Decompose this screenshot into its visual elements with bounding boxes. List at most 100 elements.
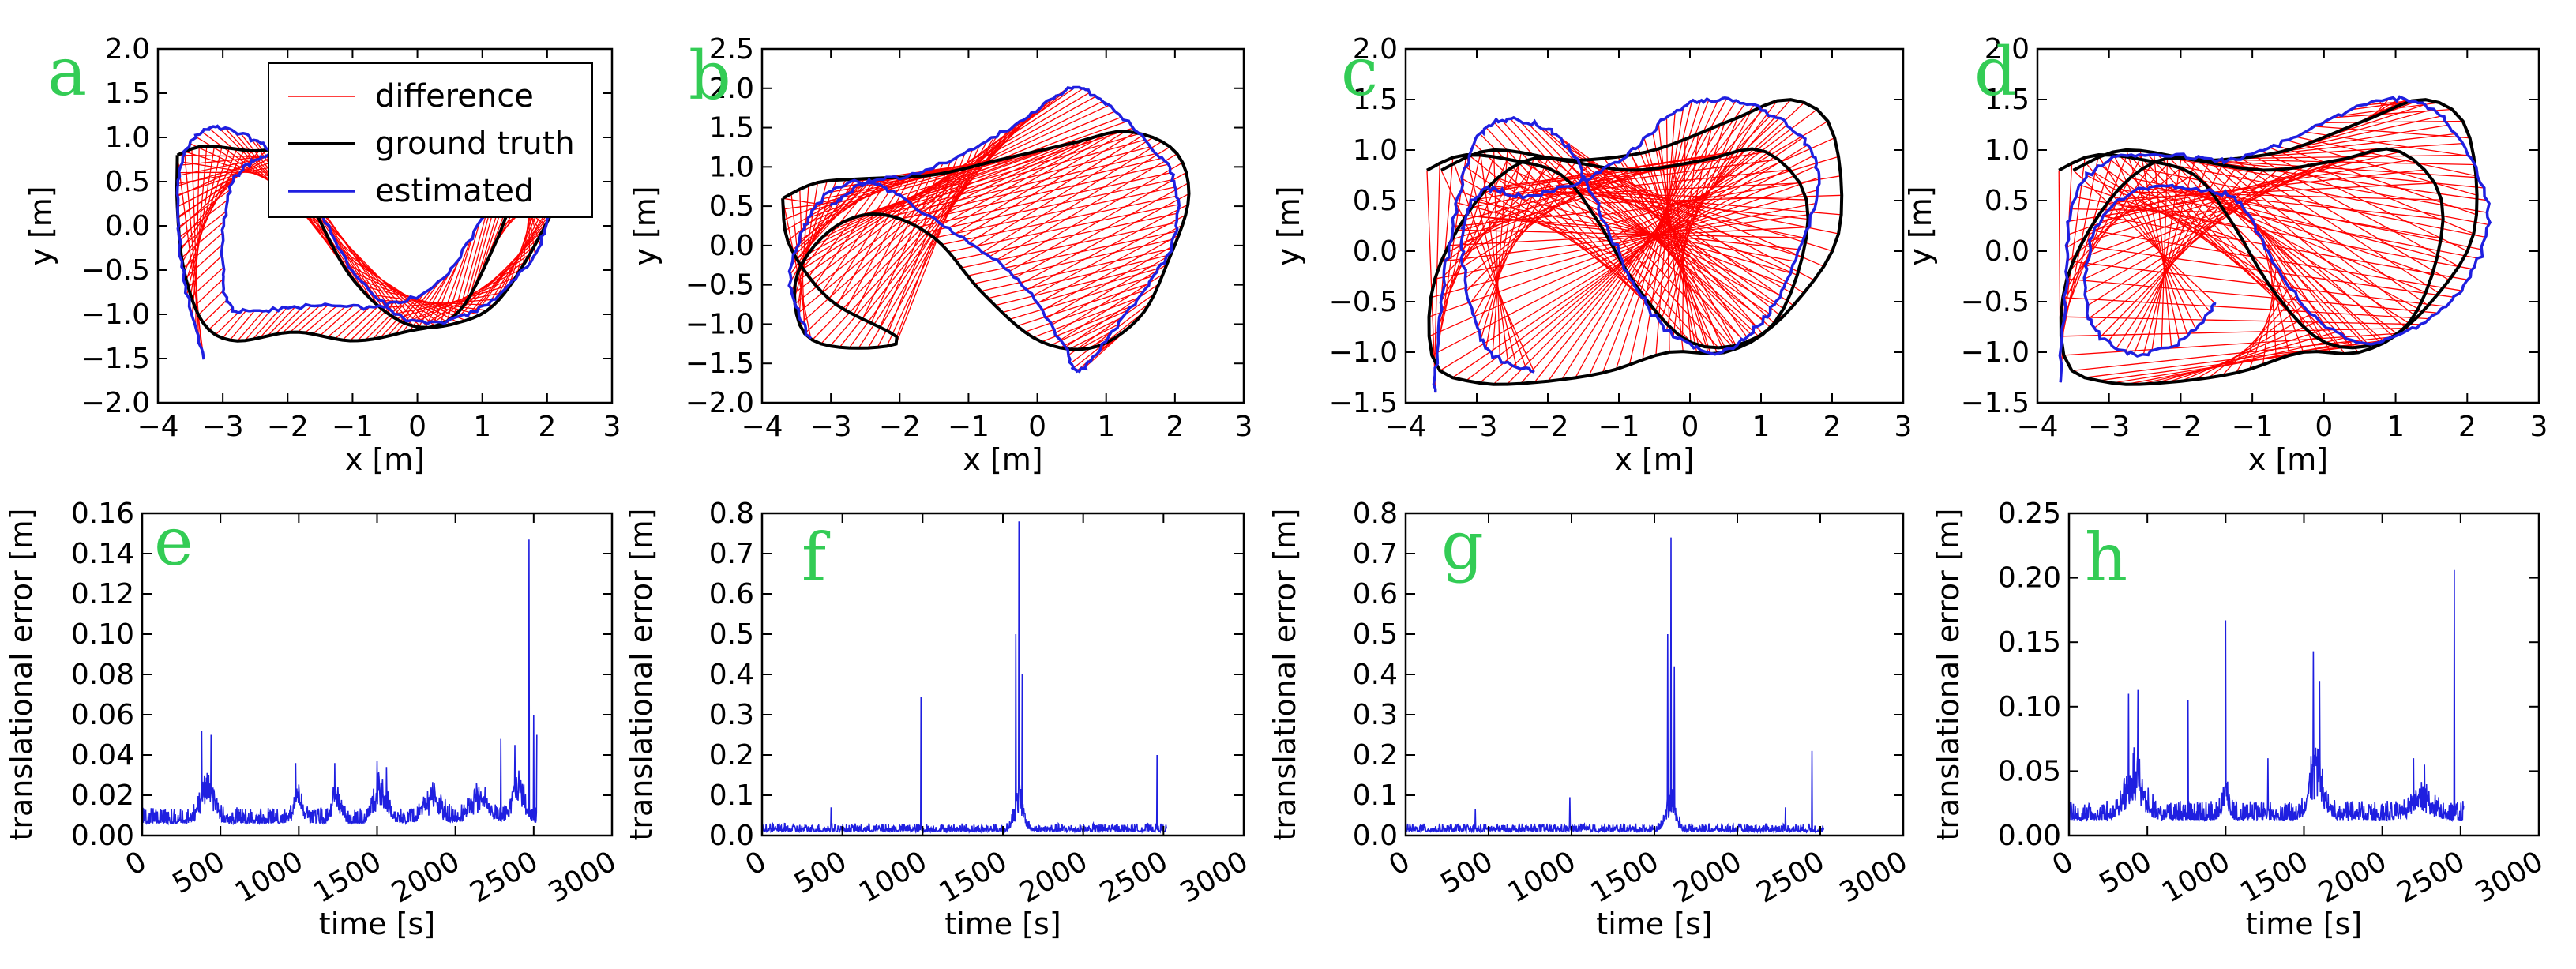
difference-line <box>2259 234 2304 353</box>
y-tick-label: 0.10 <box>1998 691 2061 723</box>
difference-line <box>2210 160 2478 178</box>
difference-line <box>2214 160 2418 318</box>
difference-line <box>1606 156 1839 226</box>
panel-letter: g <box>1441 507 1484 584</box>
panel-letter: h <box>2085 519 2127 596</box>
difference-line <box>289 305 321 333</box>
y-tick-label: −1.0 <box>1329 336 1398 369</box>
difference-line <box>1032 297 1140 338</box>
difference-line <box>2161 185 2438 258</box>
difference-line <box>1453 163 1526 369</box>
y-tick-label: 0.6 <box>1353 578 1398 610</box>
difference-line <box>2142 160 2196 355</box>
x-tick-label: −2 <box>2160 411 2202 443</box>
error-line <box>1406 537 1824 835</box>
difference-line <box>881 146 1151 216</box>
y-tick-label: 2.0 <box>709 73 754 105</box>
difference-line <box>229 310 256 341</box>
x-tick-label: −3 <box>2088 411 2130 443</box>
difference-line <box>828 177 907 299</box>
difference-line <box>1426 170 1436 393</box>
difference-line <box>955 212 1177 261</box>
panel-a: −4 −3 −2 −1 0 1 2 3 −2.0 −1.5 −1.0 −0.5 0.0 0.5 1.0 1.5… <box>24 33 621 477</box>
difference-line <box>2151 157 2182 351</box>
difference-line <box>336 246 444 327</box>
y-tick-label: 0.08 <box>71 659 134 691</box>
x-tick-label: 0 <box>1028 411 1046 443</box>
y-tick-label: 0.0 <box>1353 820 1398 852</box>
x-tick-label: −2 <box>267 411 309 443</box>
x-tick-label: 2 <box>538 411 556 443</box>
difference-line <box>190 267 224 298</box>
difference-line <box>791 185 862 251</box>
y-tick-label: 0.5 <box>1353 618 1398 651</box>
difference-line <box>2189 189 2419 310</box>
x-tick-label: 1 <box>1752 411 1771 443</box>
x-tick-label: 2000 <box>386 845 465 909</box>
difference-line <box>2133 162 2210 355</box>
x-axis-label: time [s] <box>2246 907 2362 941</box>
difference-line <box>2073 261 2446 307</box>
difference-line <box>848 130 1008 348</box>
difference-line <box>1492 150 1508 357</box>
difference-line <box>1016 283 1150 327</box>
difference-line <box>215 312 239 336</box>
difference-line <box>1595 172 1784 310</box>
difference-line <box>177 175 240 208</box>
difference-line <box>1008 171 1187 272</box>
difference-line <box>1473 160 1563 317</box>
y-axis-label: y [m] <box>1903 186 1938 265</box>
difference-line <box>244 309 272 341</box>
x-tick-label: −1 <box>948 411 989 443</box>
difference-line <box>1642 107 1684 360</box>
difference-line <box>1479 133 1668 325</box>
difference-line <box>2086 163 2211 313</box>
y-tick-label: 0.14 <box>71 538 134 570</box>
difference-line <box>1002 162 1183 267</box>
difference-line <box>1059 316 1123 348</box>
difference-line <box>459 228 544 317</box>
x-tick-label: 1500 <box>934 845 1013 909</box>
difference-line <box>2139 337 2345 385</box>
difference-line <box>987 254 1168 299</box>
y-tick-label: 0.0 <box>709 230 754 262</box>
difference-line <box>1037 224 1183 304</box>
difference-line <box>2186 157 2381 344</box>
difference-line <box>2332 108 2453 118</box>
difference-line <box>799 177 894 242</box>
panel-letter: f <box>802 519 831 596</box>
difference-line <box>2125 340 2355 385</box>
difference-line <box>1440 159 1508 315</box>
difference-line <box>177 156 263 167</box>
y-tick-label: 1.0 <box>105 122 150 154</box>
x-tick-label: 3000 <box>1834 845 1913 909</box>
y-tick-label: −1.5 <box>685 347 754 380</box>
plot-area <box>1406 537 1824 835</box>
difference-line <box>997 153 1177 261</box>
ground-truth-line <box>2058 98 2479 386</box>
x-tick-label: 0 <box>408 411 426 443</box>
difference-line <box>178 199 228 238</box>
difference-line <box>1026 204 1188 291</box>
x-axis-label: time [s] <box>1596 907 1712 941</box>
y-tick-label: 0.1 <box>709 779 754 812</box>
x-tick-label: −3 <box>1455 411 1497 443</box>
difference-line <box>185 243 223 279</box>
x-tick-label: −4 <box>137 411 178 443</box>
difference-line <box>1553 190 1808 220</box>
difference-line <box>2248 276 2284 370</box>
x-tick-label: 2 <box>2458 411 2476 443</box>
estimated-line <box>175 124 551 360</box>
difference-line <box>1466 156 1518 368</box>
x-tick-label: −4 <box>1384 411 1426 443</box>
difference-line <box>2125 149 2188 336</box>
difference-line <box>954 130 1126 235</box>
difference-line <box>182 232 223 269</box>
difference-line <box>1042 235 1180 311</box>
panel-letter: d <box>1974 33 2017 111</box>
difference-line <box>2088 167 2292 320</box>
x-tick-label: 1 <box>1097 411 1115 443</box>
difference-line <box>364 302 404 341</box>
axes-frame <box>2036 47 2540 404</box>
